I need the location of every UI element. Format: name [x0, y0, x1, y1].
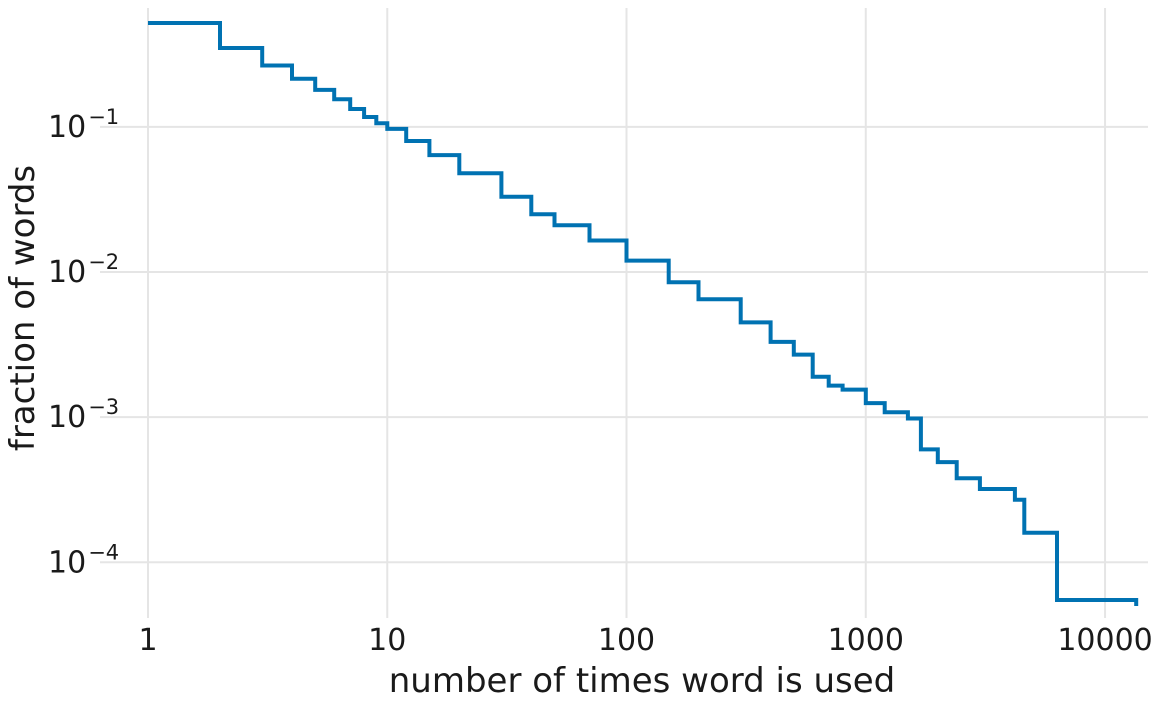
series-layer — [148, 21, 1139, 606]
y-tick-label: 10−3 — [48, 395, 119, 435]
series-line — [148, 21, 1139, 606]
y-tick-exponent: −3 — [88, 395, 119, 419]
x-tick-label: 1 — [138, 623, 157, 658]
x-tick-label: 100 — [598, 623, 655, 658]
x-tick-labels: 1 10 100 1000 10000 — [138, 623, 1152, 658]
y-tick-exponent: −4 — [88, 540, 119, 564]
y-tick-label: 10−2 — [48, 250, 119, 290]
y-tick-base: 10 — [48, 545, 86, 580]
x-tick-label: 1000 — [828, 623, 904, 658]
grid — [100, 8, 1148, 618]
y-tick-labels: 10−110−210−310−4 — [48, 105, 119, 580]
y-axis-title: fraction of words — [3, 165, 43, 451]
y-tick-base: 10 — [48, 255, 86, 290]
x-axis-title: number of times word is used — [389, 661, 896, 701]
y-tick-base: 10 — [48, 400, 86, 435]
y-tick-base: 10 — [48, 110, 86, 145]
y-tick-exponent: −1 — [88, 105, 119, 129]
y-tick-exponent: −2 — [88, 250, 119, 274]
y-tick-label: 10−1 — [48, 105, 119, 145]
x-tick-label: 10 — [368, 623, 406, 658]
x-tick-label: 10000 — [1057, 623, 1152, 658]
y-tick-label: 10−4 — [48, 540, 119, 580]
